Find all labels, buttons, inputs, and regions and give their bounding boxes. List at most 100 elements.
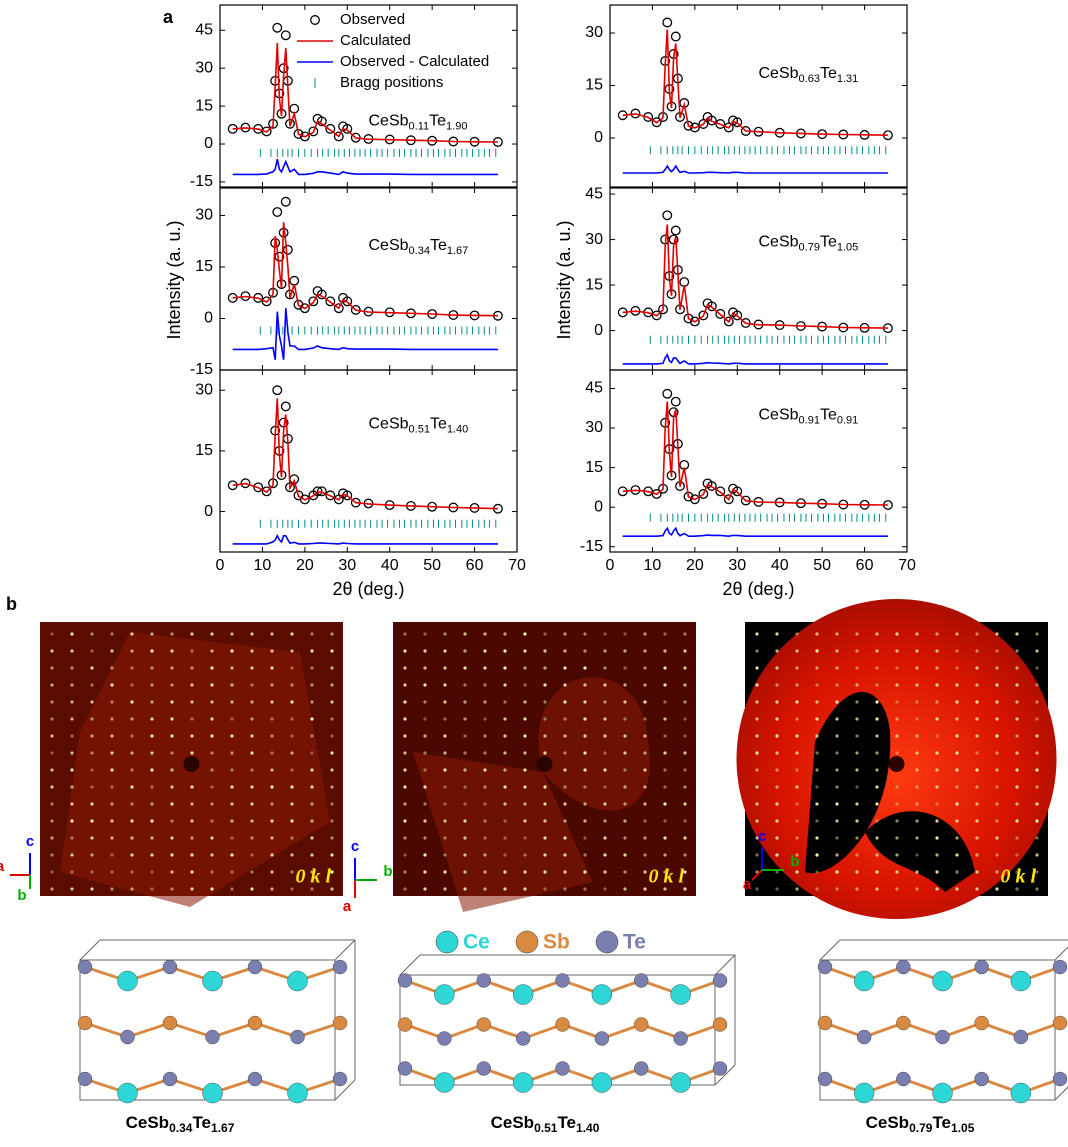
diffraction-spot bbox=[90, 700, 94, 704]
diffraction-spot bbox=[995, 802, 999, 806]
x-tick-label: 50 bbox=[423, 557, 441, 574]
diffraction-spot bbox=[643, 751, 647, 755]
atom bbox=[434, 1072, 455, 1093]
diffraction-spot bbox=[583, 802, 587, 806]
unit-cell bbox=[79, 939, 356, 1101]
diffraction-spot bbox=[290, 632, 294, 636]
diffraction-spot bbox=[210, 649, 214, 653]
diffraction-spot bbox=[755, 683, 759, 687]
observed-point bbox=[670, 396, 681, 407]
diffraction-spot bbox=[623, 700, 627, 704]
diffraction-spot bbox=[895, 683, 899, 687]
atom bbox=[670, 1072, 691, 1093]
diffraction-spot bbox=[1015, 887, 1019, 891]
diffraction-spot bbox=[423, 785, 427, 789]
diffraction-spot bbox=[250, 819, 254, 823]
diffraction-spot bbox=[90, 802, 94, 806]
diffraction-spot bbox=[543, 785, 547, 789]
diffraction-spot bbox=[663, 836, 667, 840]
diffraction-spot bbox=[915, 887, 919, 891]
y-tick-label: 30 bbox=[585, 419, 603, 436]
diffraction-spot bbox=[310, 632, 314, 636]
diffraction-spot bbox=[643, 819, 647, 823]
diffraction-spot bbox=[503, 785, 507, 789]
diffraction-spot bbox=[290, 751, 294, 755]
axis-label: c bbox=[26, 833, 34, 850]
diffraction-spot bbox=[683, 700, 687, 704]
diffraction-spot bbox=[523, 683, 527, 687]
diffraction-spot bbox=[463, 768, 467, 772]
diffraction-spot bbox=[755, 768, 759, 772]
diffraction-spot bbox=[583, 819, 587, 823]
diffraction-spot bbox=[90, 666, 94, 670]
series-line bbox=[232, 534, 498, 545]
diffraction-spot bbox=[483, 734, 487, 738]
diffraction-spot bbox=[755, 887, 759, 891]
subscript: 1.40 bbox=[576, 1121, 600, 1135]
diffraction-spot bbox=[1035, 683, 1039, 687]
series-line bbox=[622, 526, 888, 538]
atom bbox=[202, 1082, 223, 1104]
diffraction-spot bbox=[795, 802, 799, 806]
diffraction-spot bbox=[270, 734, 274, 738]
subscript: 0.51 bbox=[409, 424, 430, 436]
observed-point bbox=[280, 401, 291, 412]
diffraction-spot bbox=[795, 819, 799, 823]
subscript: 1.67 bbox=[447, 245, 468, 257]
diffraction-spot bbox=[270, 700, 274, 704]
diffraction-spot bbox=[330, 870, 334, 874]
diffraction-spot bbox=[835, 683, 839, 687]
subscript: 1.67 bbox=[211, 1121, 235, 1135]
diffraction-spot bbox=[503, 768, 507, 772]
diffraction-spot bbox=[835, 785, 839, 789]
atom bbox=[896, 1015, 911, 1031]
diffraction-spot bbox=[310, 802, 314, 806]
diffraction-spot bbox=[423, 870, 427, 874]
diffraction-spot bbox=[50, 785, 54, 789]
atom bbox=[935, 1029, 950, 1045]
y-axis-label: Intensity (a. u.) bbox=[554, 220, 574, 339]
diffraction-spot bbox=[190, 734, 194, 738]
diffraction-spot bbox=[795, 717, 799, 721]
diffraction-spot bbox=[815, 853, 819, 857]
diffraction-spot bbox=[290, 700, 294, 704]
series-line bbox=[622, 224, 888, 329]
diffraction-spot bbox=[170, 649, 174, 653]
diffraction-spot bbox=[110, 734, 114, 738]
atom bbox=[555, 1061, 570, 1076]
diffraction-spot bbox=[875, 768, 879, 772]
y-tick-label: 15 bbox=[585, 77, 603, 94]
diffraction-spot bbox=[70, 836, 74, 840]
diffraction-spot bbox=[310, 870, 314, 874]
beam-stop bbox=[183, 756, 200, 772]
diffraction-spot bbox=[955, 734, 959, 738]
diffraction-spot bbox=[210, 700, 214, 704]
diffraction-spot bbox=[463, 887, 467, 891]
diffraction-spot bbox=[1035, 700, 1039, 704]
series-line bbox=[622, 29, 888, 136]
diffraction-spot bbox=[250, 802, 254, 806]
diffraction-spot bbox=[975, 802, 979, 806]
subscript: 0.79 bbox=[909, 1121, 933, 1135]
diffraction-spot bbox=[423, 836, 427, 840]
diffraction-spot bbox=[875, 683, 879, 687]
diffraction-spot bbox=[270, 819, 274, 823]
formula-part: Te bbox=[429, 113, 446, 130]
diffraction-spot bbox=[815, 700, 819, 704]
formula-part: CeSb bbox=[866, 1113, 909, 1132]
diffraction-spot bbox=[995, 751, 999, 755]
diffraction-spot bbox=[110, 785, 114, 789]
map-gap bbox=[865, 811, 975, 892]
diffraction-spot bbox=[250, 870, 254, 874]
diffraction-spot bbox=[110, 649, 114, 653]
diffraction-spot bbox=[50, 649, 54, 653]
diffraction-spot bbox=[50, 700, 54, 704]
diffraction-spot bbox=[50, 802, 54, 806]
diffraction-spot bbox=[523, 632, 527, 636]
y-tick-label: 15 bbox=[585, 459, 603, 476]
diffraction-spot bbox=[523, 649, 527, 653]
formula-part: CeSb bbox=[759, 407, 799, 424]
diffraction-spot bbox=[150, 853, 154, 857]
diffraction-spot bbox=[895, 649, 899, 653]
diffraction-spot bbox=[975, 683, 979, 687]
